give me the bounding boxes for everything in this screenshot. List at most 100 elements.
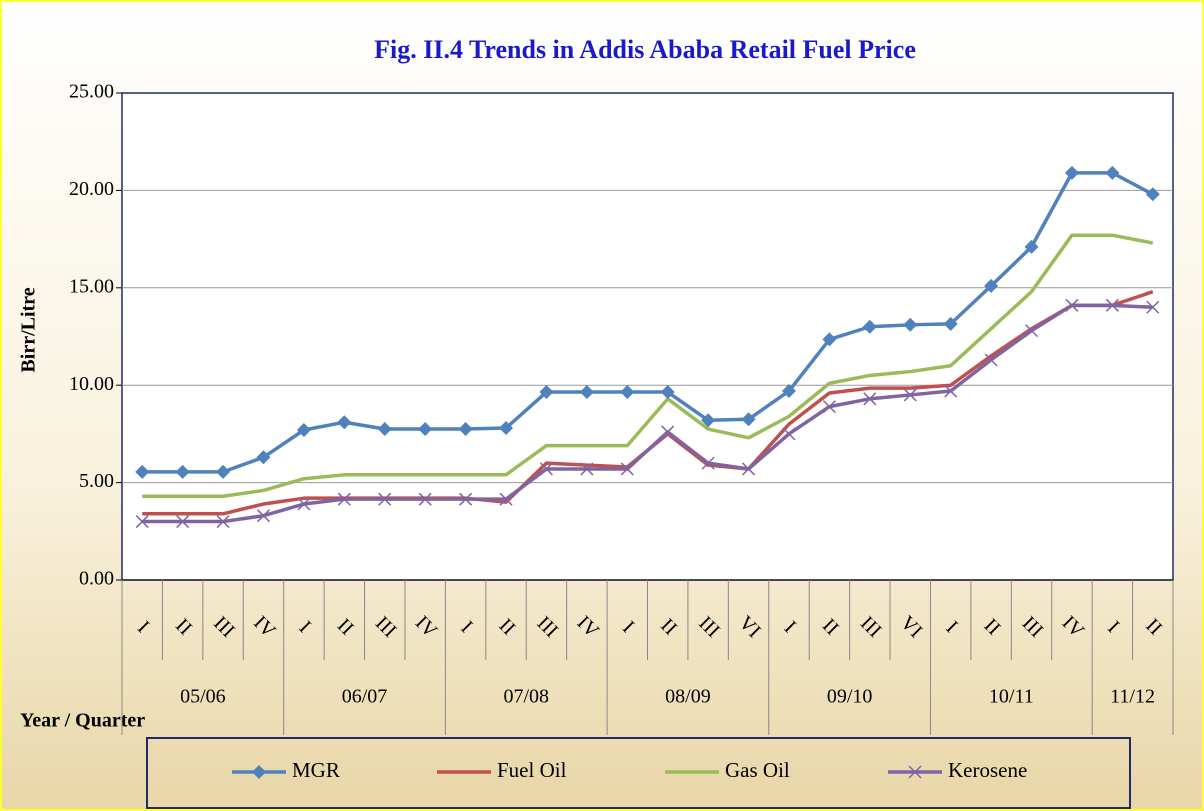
point bbox=[660, 385, 675, 400]
point-stroke bbox=[337, 492, 351, 506]
point bbox=[135, 515, 149, 529]
point bbox=[378, 492, 392, 506]
point bbox=[984, 278, 999, 293]
point bbox=[620, 462, 634, 476]
group-label: 10/11 bbox=[989, 686, 1034, 708]
point bbox=[256, 450, 271, 465]
point bbox=[337, 492, 351, 506]
point bbox=[943, 316, 958, 331]
point-stroke bbox=[944, 384, 958, 398]
point-stroke bbox=[984, 353, 998, 367]
point bbox=[297, 497, 311, 511]
legend-label: MGR bbox=[292, 758, 340, 782]
point bbox=[296, 423, 311, 438]
y-tick-label: 25.00 bbox=[69, 81, 114, 103]
point bbox=[742, 462, 756, 476]
point bbox=[175, 464, 190, 479]
group-label: 07/08 bbox=[503, 686, 549, 708]
point-stroke bbox=[903, 388, 917, 402]
point bbox=[903, 388, 917, 402]
y-tick-label: 0.00 bbox=[79, 568, 114, 590]
point-stroke bbox=[135, 515, 149, 529]
point bbox=[337, 415, 352, 430]
group-label: 11/12 bbox=[1110, 686, 1155, 708]
point bbox=[377, 422, 392, 437]
point-stroke bbox=[1065, 298, 1079, 312]
point-stroke bbox=[459, 492, 473, 506]
point bbox=[1145, 187, 1160, 202]
group-label: 05/06 bbox=[180, 686, 226, 708]
point bbox=[135, 464, 150, 479]
point bbox=[539, 385, 554, 400]
point bbox=[539, 462, 553, 476]
point-stroke bbox=[782, 427, 796, 441]
series-line bbox=[142, 233, 1154, 498]
x-axis-label: Year / Quarter bbox=[20, 710, 145, 732]
point bbox=[620, 385, 635, 400]
point bbox=[499, 492, 513, 506]
point bbox=[822, 400, 836, 414]
series-line bbox=[142, 171, 1154, 474]
point bbox=[1065, 298, 1079, 312]
point bbox=[216, 464, 231, 479]
point bbox=[458, 422, 473, 437]
point bbox=[1024, 324, 1039, 338]
legend-marker bbox=[908, 765, 922, 779]
point bbox=[1105, 165, 1120, 180]
legend-box bbox=[146, 737, 1131, 809]
point bbox=[1064, 165, 1079, 180]
y-tick-label: 20.00 bbox=[69, 178, 114, 200]
group-label: 08/09 bbox=[665, 686, 711, 708]
point bbox=[984, 353, 998, 367]
point bbox=[499, 421, 514, 436]
point-stroke bbox=[176, 515, 190, 529]
point bbox=[1105, 298, 1119, 312]
point bbox=[661, 425, 675, 439]
point-stroke bbox=[580, 462, 594, 476]
point bbox=[863, 392, 877, 406]
point bbox=[741, 412, 756, 427]
point bbox=[176, 515, 190, 529]
point bbox=[579, 385, 594, 400]
point bbox=[903, 317, 918, 332]
legend-label: Gas Oil bbox=[725, 758, 790, 782]
legend-label: Fuel Oil bbox=[497, 758, 567, 782]
point bbox=[1146, 300, 1160, 314]
point bbox=[701, 456, 715, 470]
point-stroke bbox=[256, 509, 271, 523]
y-tick-label: 5.00 bbox=[79, 470, 114, 492]
y-axis-label: Birr/Litre bbox=[18, 287, 40, 372]
point-stroke bbox=[863, 392, 877, 406]
series-line bbox=[142, 303, 1153, 524]
point-stroke bbox=[620, 462, 634, 476]
group-label: 09/10 bbox=[827, 686, 873, 708]
chart-title: Fig. II.4 Trends in Addis Ababa Retail F… bbox=[374, 35, 916, 64]
point-stroke bbox=[701, 456, 715, 470]
point-stroke bbox=[822, 400, 836, 414]
point-stroke bbox=[1024, 324, 1039, 338]
point bbox=[701, 413, 716, 428]
point bbox=[944, 384, 958, 398]
point bbox=[862, 319, 877, 334]
point bbox=[822, 332, 837, 347]
point bbox=[580, 462, 594, 476]
y-tick-label: 10.00 bbox=[69, 373, 114, 395]
group-label: 06/07 bbox=[342, 686, 388, 708]
point-stroke bbox=[378, 492, 392, 506]
point-stroke bbox=[661, 425, 675, 439]
point-stroke bbox=[297, 497, 311, 511]
point-stroke bbox=[1146, 300, 1160, 314]
point bbox=[256, 509, 271, 523]
point-stroke bbox=[418, 492, 432, 506]
point bbox=[782, 427, 796, 441]
point bbox=[781, 384, 796, 399]
y-tick-label: 15.00 bbox=[69, 275, 114, 297]
legend-label: Kerosene bbox=[948, 758, 1027, 782]
legend-marker bbox=[252, 765, 266, 779]
point bbox=[1024, 239, 1039, 254]
point-stroke bbox=[742, 462, 756, 476]
point bbox=[418, 422, 433, 437]
plot-area bbox=[121, 92, 1174, 581]
point-stroke bbox=[908, 765, 922, 779]
